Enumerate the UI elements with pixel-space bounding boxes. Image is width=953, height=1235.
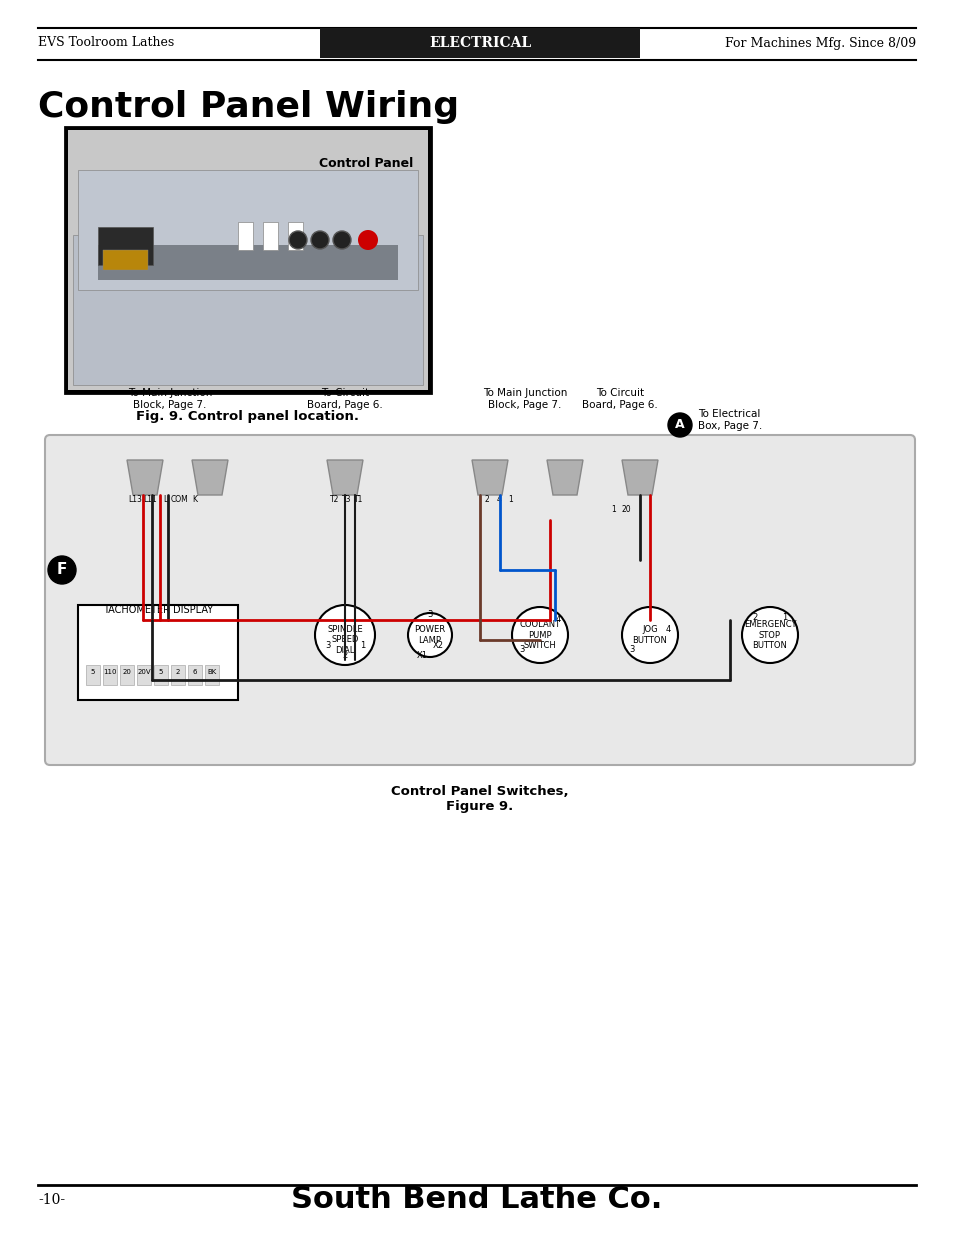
Text: T1: T1 <box>354 495 363 504</box>
Circle shape <box>314 605 375 664</box>
Bar <box>68 130 428 390</box>
Bar <box>120 664 133 685</box>
Circle shape <box>333 231 351 249</box>
Bar <box>103 249 148 270</box>
Text: 110: 110 <box>103 669 116 676</box>
Text: A: A <box>675 419 684 431</box>
Text: 5: 5 <box>91 669 95 676</box>
Text: Control Panel Switches,
Figure 9.: Control Panel Switches, Figure 9. <box>391 785 568 813</box>
Polygon shape <box>127 459 163 495</box>
Circle shape <box>357 230 377 249</box>
Bar <box>288 222 303 249</box>
Text: Fig. 9. Control panel location.: Fig. 9. Control panel location. <box>136 410 359 424</box>
Text: For Machines Mfg. Since 8/09: For Machines Mfg. Since 8/09 <box>724 37 915 49</box>
Bar <box>78 170 417 290</box>
Text: To Main Junction
Block, Page 7.: To Main Junction Block, Page 7. <box>482 388 567 410</box>
Bar <box>65 127 431 393</box>
Text: 2: 2 <box>484 495 489 504</box>
Bar <box>103 664 117 685</box>
Bar <box>188 664 202 685</box>
Text: 1: 1 <box>611 505 616 514</box>
Text: 4: 4 <box>555 615 560 625</box>
Text: 20: 20 <box>122 669 132 676</box>
Text: EMERGENCY
STOP
BUTTON: EMERGENCY STOP BUTTON <box>743 620 796 650</box>
Text: 6: 6 <box>193 669 197 676</box>
Text: 20: 20 <box>620 505 630 514</box>
Bar <box>98 245 397 280</box>
Text: 5: 5 <box>158 669 163 676</box>
Circle shape <box>741 606 797 663</box>
Text: COM: COM <box>171 495 189 504</box>
Text: SPINDLE
SPEED
DIAL: SPINDLE SPEED DIAL <box>327 625 362 655</box>
Text: -10-: -10- <box>38 1193 65 1207</box>
Text: 3: 3 <box>518 646 524 655</box>
Text: Control Panel: Control Panel <box>318 157 413 170</box>
Text: 1: 1 <box>781 613 787 621</box>
Text: L: L <box>163 495 167 504</box>
Text: X1: X1 <box>416 651 427 659</box>
Text: K: K <box>193 495 197 504</box>
Text: EVS Toolroom Lathes: EVS Toolroom Lathes <box>38 37 174 49</box>
Circle shape <box>621 606 678 663</box>
Bar <box>237 222 253 249</box>
Polygon shape <box>472 459 507 495</box>
Circle shape <box>311 231 329 249</box>
Text: 4: 4 <box>497 495 501 504</box>
Text: 1: 1 <box>508 495 513 504</box>
Circle shape <box>408 613 452 657</box>
Circle shape <box>289 231 307 249</box>
Bar <box>263 222 277 249</box>
Text: To Circuit
Board, Page 6.: To Circuit Board, Page 6. <box>581 388 658 410</box>
Circle shape <box>48 556 76 584</box>
Bar <box>171 664 185 685</box>
Text: To Circuit
Board, Page 6.: To Circuit Board, Page 6. <box>307 388 382 410</box>
Text: To Electrical
Box, Page 7.: To Electrical Box, Page 7. <box>698 409 761 431</box>
Text: To Main Junction
Block, Page 7.: To Main Junction Block, Page 7. <box>128 388 212 410</box>
Text: JOG
BUTTON: JOG BUTTON <box>632 625 667 645</box>
Text: COOLANT
PUMP
SWITCH: COOLANT PUMP SWITCH <box>518 620 560 650</box>
Bar <box>86 664 100 685</box>
Text: 3: 3 <box>629 646 634 655</box>
Circle shape <box>667 412 691 437</box>
Text: TACHOMETER DISPLAY: TACHOMETER DISPLAY <box>103 605 213 615</box>
Text: South Bend Lathe Co.: South Bend Lathe Co. <box>291 1186 662 1214</box>
Text: 4: 4 <box>664 625 670 635</box>
Polygon shape <box>327 459 363 495</box>
Bar <box>137 664 151 685</box>
Text: 3: 3 <box>325 641 330 650</box>
Bar <box>319 28 639 58</box>
Text: ELECTRICAL: ELECTRICAL <box>429 36 531 49</box>
Text: X2: X2 <box>432 641 443 650</box>
Text: 1: 1 <box>359 641 365 650</box>
Text: T2: T2 <box>330 495 339 504</box>
Circle shape <box>512 606 567 663</box>
Text: 2: 2 <box>175 669 180 676</box>
Bar <box>205 664 219 685</box>
Text: L11: L11 <box>143 495 156 504</box>
Text: POWER
LAMP: POWER LAMP <box>414 625 445 645</box>
Text: 2: 2 <box>342 651 347 659</box>
Text: T3: T3 <box>342 495 352 504</box>
Polygon shape <box>546 459 582 495</box>
Polygon shape <box>192 459 228 495</box>
FancyBboxPatch shape <box>45 435 914 764</box>
Text: L13: L13 <box>128 495 142 504</box>
Text: 3: 3 <box>427 610 433 619</box>
Polygon shape <box>621 459 658 495</box>
Text: Control Panel Wiring: Control Panel Wiring <box>38 90 458 124</box>
Text: 2: 2 <box>752 613 757 621</box>
Bar <box>78 605 237 700</box>
Text: 20V: 20V <box>137 669 151 676</box>
Text: F: F <box>57 562 67 578</box>
Bar <box>73 235 422 385</box>
Bar <box>153 664 168 685</box>
Text: BK: BK <box>207 669 216 676</box>
Bar <box>98 227 152 266</box>
